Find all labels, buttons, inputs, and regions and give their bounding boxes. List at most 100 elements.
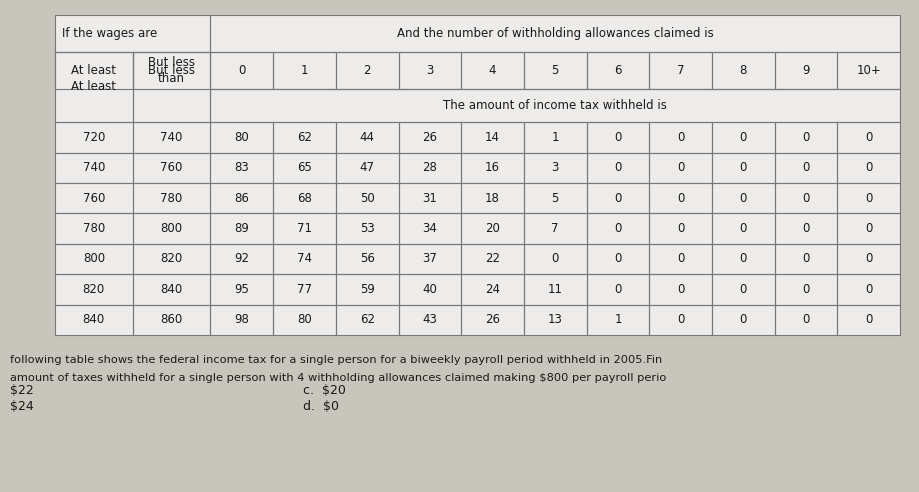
- Text: 800: 800: [161, 222, 183, 235]
- Text: 11: 11: [548, 283, 562, 296]
- Bar: [55, 305, 132, 335]
- Bar: [273, 244, 335, 274]
- Bar: [524, 274, 586, 305]
- Text: 780: 780: [161, 192, 183, 205]
- Bar: [55, 183, 132, 214]
- Bar: [399, 122, 461, 153]
- Text: 5: 5: [551, 192, 559, 205]
- Bar: [55, 183, 132, 214]
- Bar: [55, 244, 132, 274]
- Text: $22: $22: [10, 385, 34, 398]
- Bar: [132, 183, 210, 214]
- Bar: [210, 15, 900, 52]
- Text: 8: 8: [740, 63, 747, 77]
- Bar: [649, 52, 712, 89]
- Text: 77: 77: [297, 283, 312, 296]
- Bar: [132, 305, 210, 335]
- Text: 13: 13: [548, 313, 562, 326]
- Bar: [586, 52, 649, 89]
- Bar: [837, 305, 900, 335]
- Bar: [524, 305, 586, 335]
- Text: 0: 0: [677, 161, 685, 174]
- Bar: [586, 274, 649, 305]
- Bar: [210, 274, 273, 305]
- Bar: [586, 214, 649, 244]
- Bar: [335, 244, 399, 274]
- Text: 18: 18: [485, 192, 500, 205]
- Text: 0: 0: [865, 131, 872, 144]
- Bar: [335, 183, 399, 214]
- Text: 3: 3: [551, 161, 559, 174]
- Bar: [132, 52, 210, 122]
- Bar: [712, 153, 775, 183]
- Bar: [837, 183, 900, 214]
- Bar: [649, 52, 712, 89]
- Bar: [399, 52, 461, 89]
- Text: 24: 24: [485, 283, 500, 296]
- Text: 760: 760: [161, 161, 183, 174]
- Bar: [775, 52, 837, 89]
- Bar: [586, 274, 649, 305]
- Bar: [775, 122, 837, 153]
- Text: 62: 62: [297, 131, 312, 144]
- Text: 0: 0: [614, 283, 621, 296]
- Bar: [210, 52, 273, 89]
- Bar: [461, 274, 524, 305]
- Bar: [55, 305, 132, 335]
- Text: 53: 53: [360, 222, 375, 235]
- Bar: [273, 244, 335, 274]
- Bar: [461, 122, 524, 153]
- Text: 10+: 10+: [857, 63, 881, 77]
- Text: 0: 0: [740, 192, 747, 205]
- Bar: [837, 214, 900, 244]
- Bar: [586, 183, 649, 214]
- Text: amount of taxes withheld for a single person with 4 withholding allowances claim: amount of taxes withheld for a single pe…: [10, 373, 666, 383]
- Bar: [524, 244, 586, 274]
- Bar: [210, 214, 273, 244]
- Text: than: than: [158, 72, 185, 85]
- Text: At least: At least: [72, 63, 117, 77]
- Bar: [132, 153, 210, 183]
- Bar: [524, 214, 586, 244]
- Bar: [55, 122, 132, 153]
- Text: 0: 0: [677, 131, 685, 144]
- Bar: [399, 305, 461, 335]
- Text: 7: 7: [677, 63, 685, 77]
- Bar: [775, 214, 837, 244]
- Text: 0: 0: [614, 252, 621, 266]
- Bar: [399, 305, 461, 335]
- Text: 0: 0: [802, 222, 810, 235]
- Bar: [712, 214, 775, 244]
- Text: 740: 740: [83, 161, 105, 174]
- Text: c.  $20: c. $20: [303, 385, 346, 398]
- Text: 0: 0: [865, 252, 872, 266]
- Text: 0: 0: [614, 161, 621, 174]
- Bar: [132, 244, 210, 274]
- Bar: [132, 305, 210, 335]
- Bar: [273, 183, 335, 214]
- Bar: [712, 274, 775, 305]
- Bar: [273, 274, 335, 305]
- Text: 0: 0: [802, 161, 810, 174]
- Bar: [712, 183, 775, 214]
- Bar: [210, 89, 900, 122]
- Text: 28: 28: [423, 161, 437, 174]
- Bar: [55, 214, 132, 244]
- Text: 26: 26: [423, 131, 437, 144]
- Text: 0: 0: [802, 313, 810, 326]
- Bar: [837, 305, 900, 335]
- Text: 37: 37: [423, 252, 437, 266]
- Bar: [586, 153, 649, 183]
- Bar: [712, 244, 775, 274]
- Bar: [649, 305, 712, 335]
- Bar: [132, 52, 210, 89]
- Bar: [649, 244, 712, 274]
- Bar: [461, 214, 524, 244]
- Bar: [775, 183, 837, 214]
- Bar: [837, 122, 900, 153]
- Text: 0: 0: [677, 222, 685, 235]
- Bar: [399, 122, 461, 153]
- Bar: [335, 274, 399, 305]
- Bar: [775, 214, 837, 244]
- Text: 20: 20: [485, 222, 500, 235]
